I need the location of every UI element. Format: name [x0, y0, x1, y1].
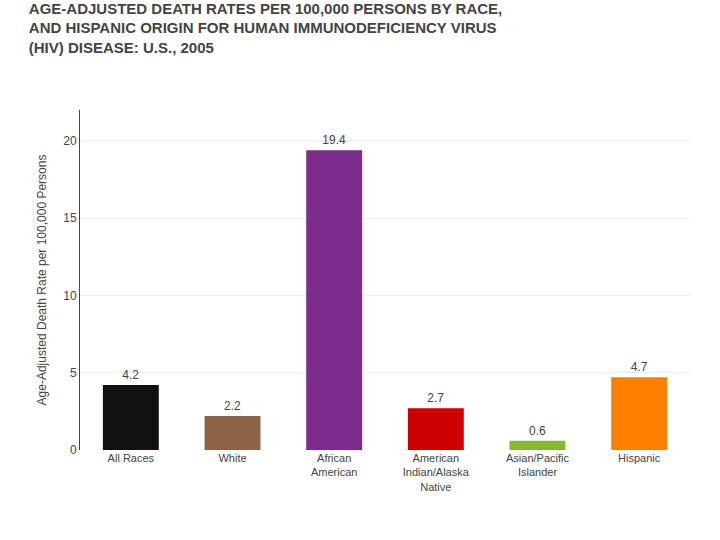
svg-text:Asian/PacificIslander: Asian/PacificIslander	[506, 452, 569, 478]
svg-text:20: 20	[63, 134, 77, 148]
svg-text:AfricanAmerican: AfricanAmerican	[311, 452, 357, 478]
svg-text:4.2: 4.2	[122, 368, 139, 382]
svg-text:0: 0	[70, 443, 77, 457]
svg-text:2.7: 2.7	[427, 391, 444, 405]
svg-text:5: 5	[70, 366, 77, 380]
svg-text:19.4: 19.4	[322, 133, 346, 147]
svg-text:AmericanIndian/AlaskaNative: AmericanIndian/AlaskaNative	[403, 452, 470, 493]
svg-text:10: 10	[63, 289, 77, 303]
svg-text:0.6: 0.6	[529, 424, 546, 438]
svg-text:AGE-ADJUSTED DEATH RATES PER 1: AGE-ADJUSTED DEATH RATES PER 100,000 PER…	[29, 0, 502, 56]
svg-text:2.2: 2.2	[224, 399, 241, 413]
svg-text:All Races: All Races	[108, 452, 155, 464]
svg-text:4.7: 4.7	[631, 360, 648, 374]
svg-text:15: 15	[63, 211, 77, 225]
svg-text:White: White	[218, 452, 246, 464]
svg-text:Hispanic: Hispanic	[618, 452, 661, 464]
svg-text:Age-Adjusted Death Rate per 10: Age-Adjusted Death Rate per 100,000 Pers…	[35, 155, 49, 406]
